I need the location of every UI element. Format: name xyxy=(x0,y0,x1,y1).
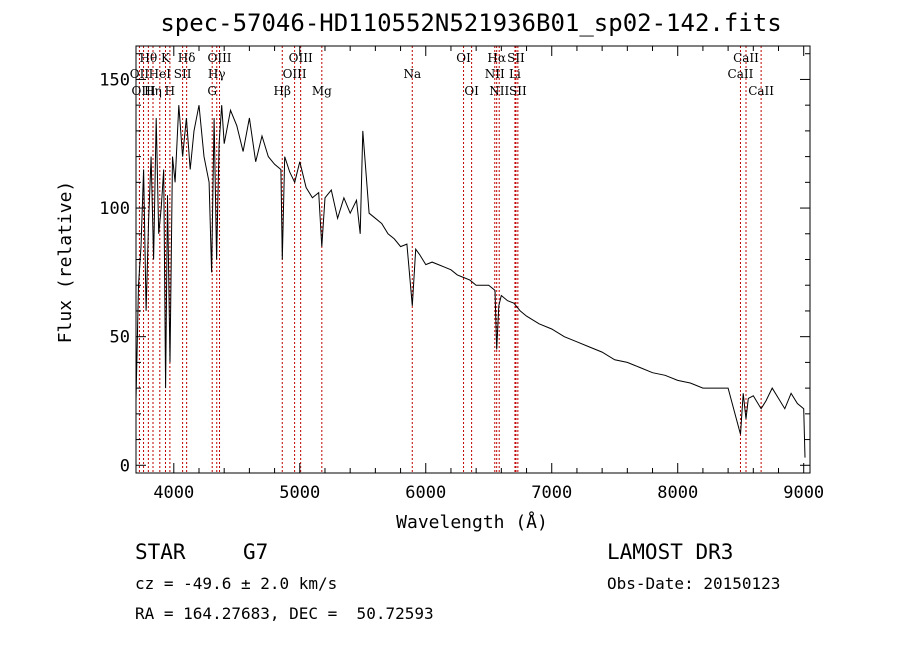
spectral-line-label: NII xyxy=(489,84,509,98)
spectral-line-label: SII xyxy=(174,67,192,81)
spectrum-series-line xyxy=(135,105,806,458)
spectral-line-label: SII xyxy=(509,84,527,98)
spectral-line-label: OIII xyxy=(289,51,313,65)
y-tick-label: 150 xyxy=(99,70,130,90)
y-axis-ticks: 0 50 100 150 xyxy=(99,53,810,476)
spectral-line-label: Li xyxy=(509,67,521,81)
spectral-line-label: Hβ xyxy=(274,84,291,98)
spectral-line-label: OI xyxy=(464,84,479,98)
spectral-line-label: NII xyxy=(485,67,505,81)
y-tick-label: 50 xyxy=(110,328,130,348)
chart-title: spec-57046-HD110552N521936B01_sp02-142.f… xyxy=(160,9,781,37)
spectral-line-label: OI xyxy=(456,51,471,65)
spectral-line-label: CaII xyxy=(733,51,759,65)
y-tick-label: 100 xyxy=(99,199,130,219)
sky-coordinates: RA = 164.27683, DEC = 50.72593 xyxy=(135,604,434,623)
spectral-line-label: OIII xyxy=(132,84,156,98)
survey-name: LAMOST DR3 xyxy=(607,540,734,564)
object-subclass: G7 xyxy=(243,540,269,564)
spectral-line-label: HeI xyxy=(149,67,172,81)
y-tick-label: 0 xyxy=(120,456,130,476)
plot-frame xyxy=(135,45,811,474)
spectral-line-label: Na xyxy=(403,67,421,81)
x-tick-label: 9000 xyxy=(783,483,824,503)
y-axis-label: Flux (relative) xyxy=(55,181,76,344)
x-axis-ticks: 4000 5000 6000 7000 8000 9000 xyxy=(153,46,824,503)
x-tick-label: 6000 xyxy=(405,483,446,503)
spectral-line-label: CaII xyxy=(728,67,754,81)
spectral-line-label: Hδ xyxy=(178,51,196,65)
spectral-line-label: CaII xyxy=(748,84,774,98)
x-tick-label: 8000 xyxy=(657,483,698,503)
x-tick-label: 5000 xyxy=(279,483,320,503)
spectral-line-label: OIII xyxy=(283,67,307,81)
spectral-line-label: H xyxy=(165,84,175,98)
x-tick-label: 7000 xyxy=(531,483,572,503)
spectral-line-label: Hθ xyxy=(139,51,157,65)
spectral-line-label: K xyxy=(161,51,171,65)
spectral-line-labels: Hθ OII OIII K HeI Hη Hδ SII H OIII Hγ G OIII OIII Hβ Mg… xyxy=(130,51,775,98)
spectral-line-label: G xyxy=(207,84,217,98)
spectral-line-label: OIII xyxy=(207,51,231,65)
spectral-line-label: Mg xyxy=(312,84,332,98)
spectral-line-label: Hη xyxy=(144,84,162,98)
observation-date: Obs-Date: 20150123 xyxy=(607,574,781,593)
spectral-line-label: Hγ xyxy=(208,67,226,81)
spectral-line-label: OII xyxy=(130,67,150,81)
object-class: STAR xyxy=(135,540,186,564)
x-tick-label: 4000 xyxy=(153,483,194,503)
spectral-line-label: SII xyxy=(507,51,525,65)
x-axis-label: Wavelength (Å) xyxy=(396,511,548,533)
spectral-line-markers xyxy=(138,46,762,473)
spectral-line-label: Hα xyxy=(487,51,506,65)
redshift-velocity: cz = -49.6 ± 2.0 km/s xyxy=(135,574,338,593)
